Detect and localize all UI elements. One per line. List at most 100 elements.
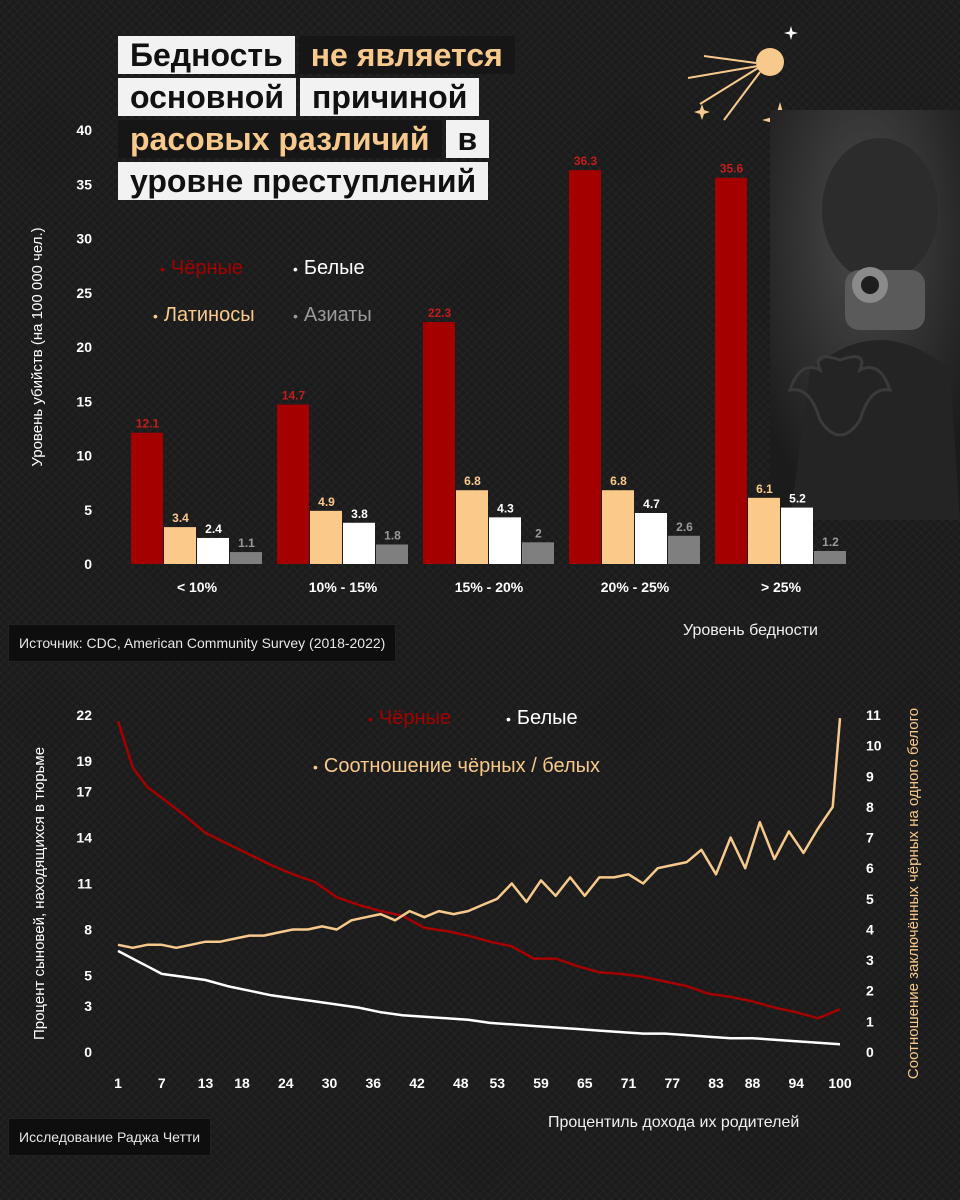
legend-item-white: • Белые bbox=[506, 707, 578, 730]
y-right-tick-label: 3 bbox=[866, 952, 874, 968]
y-tick-label: 8 bbox=[84, 921, 92, 937]
y-axis-label: Процент сыновей, находящихся в тюрьме bbox=[31, 747, 48, 1040]
bar bbox=[569, 170, 601, 564]
x-tick-label: 10% - 15% bbox=[309, 579, 378, 595]
bar-value-label: 2.6 bbox=[676, 520, 693, 534]
y-tick-label: 5 bbox=[84, 502, 92, 518]
bar-value-label: 4.9 bbox=[318, 495, 335, 509]
bar bbox=[423, 322, 455, 564]
x-tick-label: 20% - 25% bbox=[601, 579, 670, 595]
legend-dot-icon: • bbox=[293, 260, 298, 277]
bar bbox=[489, 517, 521, 564]
x-tick-label: 7 bbox=[158, 1075, 166, 1091]
y-right-tick-label: 0 bbox=[866, 1044, 874, 1060]
y-tick-label: 20 bbox=[76, 339, 92, 355]
x-tick-label: 36 bbox=[365, 1075, 381, 1091]
x-tick-label: 88 bbox=[745, 1075, 761, 1091]
legend-item-black: • Чёрные bbox=[368, 707, 451, 730]
title-word-highlight: расовых различий bbox=[118, 120, 442, 158]
y-tick-label: 35 bbox=[76, 176, 92, 192]
y-right-tick-label: 1 bbox=[866, 1013, 874, 1029]
source-label-top: Источник: CDC, American Community Survey… bbox=[8, 624, 397, 662]
legend-dot-icon: • bbox=[506, 710, 511, 727]
bar bbox=[376, 544, 408, 564]
y-tick-label: 0 bbox=[84, 1044, 92, 1060]
x-tick-label: 83 bbox=[708, 1075, 724, 1091]
y-right-tick-label: 7 bbox=[866, 830, 874, 846]
legend-dot-icon: • bbox=[160, 260, 165, 277]
y-right-tick-label: 6 bbox=[866, 860, 874, 876]
legend-dot-icon: • bbox=[368, 710, 373, 727]
y-right-tick-label: 8 bbox=[866, 799, 874, 815]
y-right-tick-label: 10 bbox=[866, 738, 882, 754]
legend-dot-icon: • bbox=[313, 758, 318, 775]
bar bbox=[635, 513, 667, 564]
bar bbox=[343, 522, 375, 564]
bar-value-label: 6.8 bbox=[464, 474, 481, 488]
y-tick-label: 30 bbox=[76, 231, 92, 247]
y-tick-label: 14 bbox=[76, 830, 92, 846]
y-tick-label: 0 bbox=[84, 556, 92, 572]
y-tick-label: 15 bbox=[76, 393, 92, 409]
bar-value-label: 2.4 bbox=[205, 522, 222, 536]
y-tick-label: 25 bbox=[76, 285, 92, 301]
y-right-tick-label: 5 bbox=[866, 891, 874, 907]
y-right-tick-label: 9 bbox=[866, 768, 874, 784]
bar-chart: 0 5 10 15 20 25 30 35 40 Уровень убийств (на 100 … bbox=[29, 122, 846, 595]
bar-value-label: 22.3 bbox=[428, 306, 452, 320]
title-word: основной bbox=[118, 78, 297, 116]
y-tick-label: 17 bbox=[76, 784, 92, 800]
bar bbox=[456, 490, 488, 564]
bar-value-label: 5.2 bbox=[789, 492, 806, 506]
x-tick-label: < 10% bbox=[177, 579, 218, 595]
bar-value-label: 6.1 bbox=[756, 482, 773, 496]
y-tick-label: 22 bbox=[76, 707, 92, 723]
bar bbox=[277, 404, 309, 564]
legend-label: Чёрные bbox=[170, 257, 244, 279]
y-right-tick-label: 4 bbox=[866, 921, 874, 937]
legend-label: Азиаты bbox=[303, 304, 372, 326]
y-axis-label: Уровень убийств (на 100 000 чел.) bbox=[29, 227, 46, 466]
x-tick-label: > 25% bbox=[761, 579, 802, 595]
bar-value-label: 1.2 bbox=[822, 535, 839, 549]
x-tick-label: 24 bbox=[278, 1075, 294, 1091]
x-axis-label-top: Уровень бедности bbox=[683, 622, 818, 639]
legend-label: Соотношение чёрных / белых bbox=[323, 755, 601, 777]
legend-item-ratio: • Соотношение чёрных / белых bbox=[313, 755, 600, 778]
source-label-bottom: Исследование Раджа Четти bbox=[8, 1118, 212, 1156]
x-tick-label: 13 bbox=[198, 1075, 214, 1091]
title-line-4: уровне преступлений bbox=[118, 162, 578, 200]
bar-value-label: 36.3 bbox=[574, 154, 598, 168]
legend-label: Чёрные bbox=[378, 707, 452, 729]
bar-value-label: 35.6 bbox=[720, 162, 744, 176]
bar bbox=[668, 535, 700, 564]
y-tick-label: 40 bbox=[76, 122, 92, 138]
x-tick-label: 42 bbox=[409, 1075, 425, 1091]
bar bbox=[522, 542, 554, 564]
x-tick-label: 1 bbox=[114, 1075, 122, 1091]
x-tick-label: 100 bbox=[828, 1075, 852, 1091]
bar-value-label: 3.8 bbox=[351, 507, 368, 521]
y-tick-label: 10 bbox=[76, 448, 92, 464]
title-line-1: Бедность не является bbox=[118, 36, 578, 74]
bar-value-label: 3.4 bbox=[172, 511, 189, 525]
series-line bbox=[117, 949, 841, 1046]
legend-label: Белые bbox=[516, 707, 578, 729]
x-tick-label: 94 bbox=[788, 1075, 804, 1091]
series-line bbox=[116, 720, 841, 1020]
sparkle-icon bbox=[784, 26, 798, 40]
y-right-tick-label: 2 bbox=[866, 983, 874, 999]
y-tick-label: 5 bbox=[84, 967, 92, 983]
legend-label: Латиносы bbox=[163, 304, 255, 326]
legend-label: Белые bbox=[303, 257, 365, 279]
bar bbox=[131, 432, 163, 564]
bar-value-label: 12.1 bbox=[136, 417, 160, 431]
bar-value-label: 4.3 bbox=[497, 501, 514, 515]
bull-logo-icon bbox=[787, 355, 893, 437]
bar-value-label: 4.7 bbox=[643, 497, 660, 511]
title-line-3: расовых различий в bbox=[118, 120, 578, 158]
y-right-axis-label: Соотношение заключённых чёрных на одного… bbox=[905, 708, 922, 1079]
title-line-2: основной причиной bbox=[118, 78, 578, 116]
x-tick-label: 65 bbox=[577, 1075, 593, 1091]
